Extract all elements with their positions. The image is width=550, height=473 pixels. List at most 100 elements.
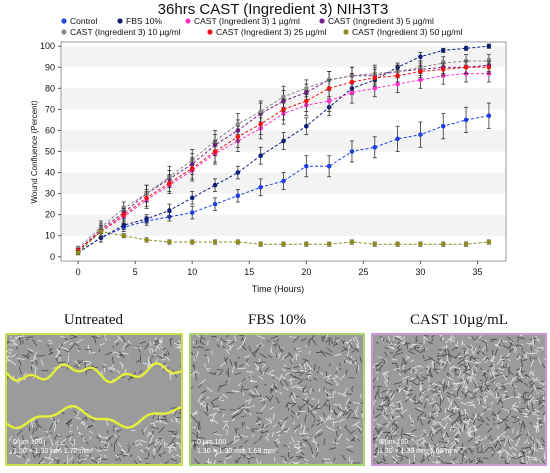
cell <box>536 438 540 444</box>
cell <box>271 431 274 437</box>
cell <box>426 364 430 374</box>
cell <box>399 373 401 376</box>
cell <box>397 344 401 349</box>
cell <box>335 383 339 386</box>
cell <box>352 421 360 427</box>
cell <box>337 418 346 423</box>
cell <box>305 439 311 446</box>
legend-item: CAST (Ingredient 3) 5 µg/ml <box>319 16 434 26</box>
cell <box>523 439 529 444</box>
cell <box>170 458 178 462</box>
cell <box>385 432 389 439</box>
cell <box>415 338 418 342</box>
cell <box>346 404 350 409</box>
cell <box>159 341 163 344</box>
cell <box>436 406 440 415</box>
cell <box>155 436 159 443</box>
cell <box>498 368 504 370</box>
data-point <box>349 149 355 154</box>
cell <box>420 385 423 393</box>
cell <box>502 435 506 438</box>
legend-marker <box>319 18 325 24</box>
cell <box>417 438 423 441</box>
cell <box>403 389 409 393</box>
cell <box>377 431 383 438</box>
data-point <box>326 98 332 104</box>
cell <box>16 438 20 444</box>
data-point <box>121 233 127 239</box>
cell <box>18 359 22 366</box>
cell <box>359 357 362 363</box>
cell <box>153 443 156 449</box>
cell <box>490 363 494 368</box>
cell <box>452 335 455 340</box>
cell <box>512 428 514 433</box>
cell <box>298 363 303 369</box>
cell <box>496 447 501 452</box>
cell <box>167 350 170 356</box>
cell <box>532 407 535 412</box>
cell <box>258 397 266 400</box>
cell <box>254 362 259 370</box>
cell <box>438 446 446 450</box>
cell <box>520 359 524 368</box>
cell <box>234 335 237 342</box>
cell <box>529 436 535 443</box>
cell <box>108 435 115 439</box>
cell <box>536 347 544 349</box>
cell <box>344 424 348 428</box>
cell <box>501 397 509 401</box>
cell <box>496 421 504 425</box>
cell <box>406 396 408 400</box>
cell <box>471 336 477 342</box>
cell <box>400 428 404 437</box>
cell <box>191 370 197 376</box>
data-point <box>281 241 286 247</box>
cell <box>460 413 468 417</box>
cell <box>100 441 108 443</box>
cell <box>465 345 470 349</box>
cell <box>60 439 66 444</box>
cell <box>191 351 196 359</box>
cell <box>285 372 291 376</box>
cell <box>346 398 350 404</box>
cell <box>237 367 247 370</box>
cell <box>115 455 120 458</box>
cell <box>393 353 398 358</box>
cell <box>211 335 217 338</box>
legend-marker <box>185 18 191 24</box>
cell <box>527 401 530 406</box>
cell <box>326 396 334 399</box>
cell <box>97 460 100 464</box>
cell <box>237 404 245 410</box>
cell <box>300 441 303 450</box>
cell <box>235 361 238 367</box>
cell <box>339 373 347 381</box>
cell <box>534 409 540 413</box>
series-6 <box>75 229 492 256</box>
cell <box>135 359 140 363</box>
cell <box>414 346 416 350</box>
cell <box>518 454 522 456</box>
cell <box>293 391 296 399</box>
cell <box>507 363 509 368</box>
cell <box>243 455 246 459</box>
cell <box>141 429 145 435</box>
cell <box>219 337 223 340</box>
cell <box>216 344 221 348</box>
cell <box>323 412 326 419</box>
cell <box>393 440 400 447</box>
cell <box>117 454 121 461</box>
cell <box>477 423 483 429</box>
cell <box>491 448 496 453</box>
cell <box>437 449 445 455</box>
cell <box>121 448 126 454</box>
cell <box>521 343 524 347</box>
cell <box>252 348 260 354</box>
data-point <box>144 237 149 243</box>
cell <box>477 412 480 418</box>
x-tick-label: 10 <box>187 267 197 277</box>
cell <box>431 433 434 437</box>
cell <box>474 439 481 443</box>
cell <box>225 452 233 458</box>
